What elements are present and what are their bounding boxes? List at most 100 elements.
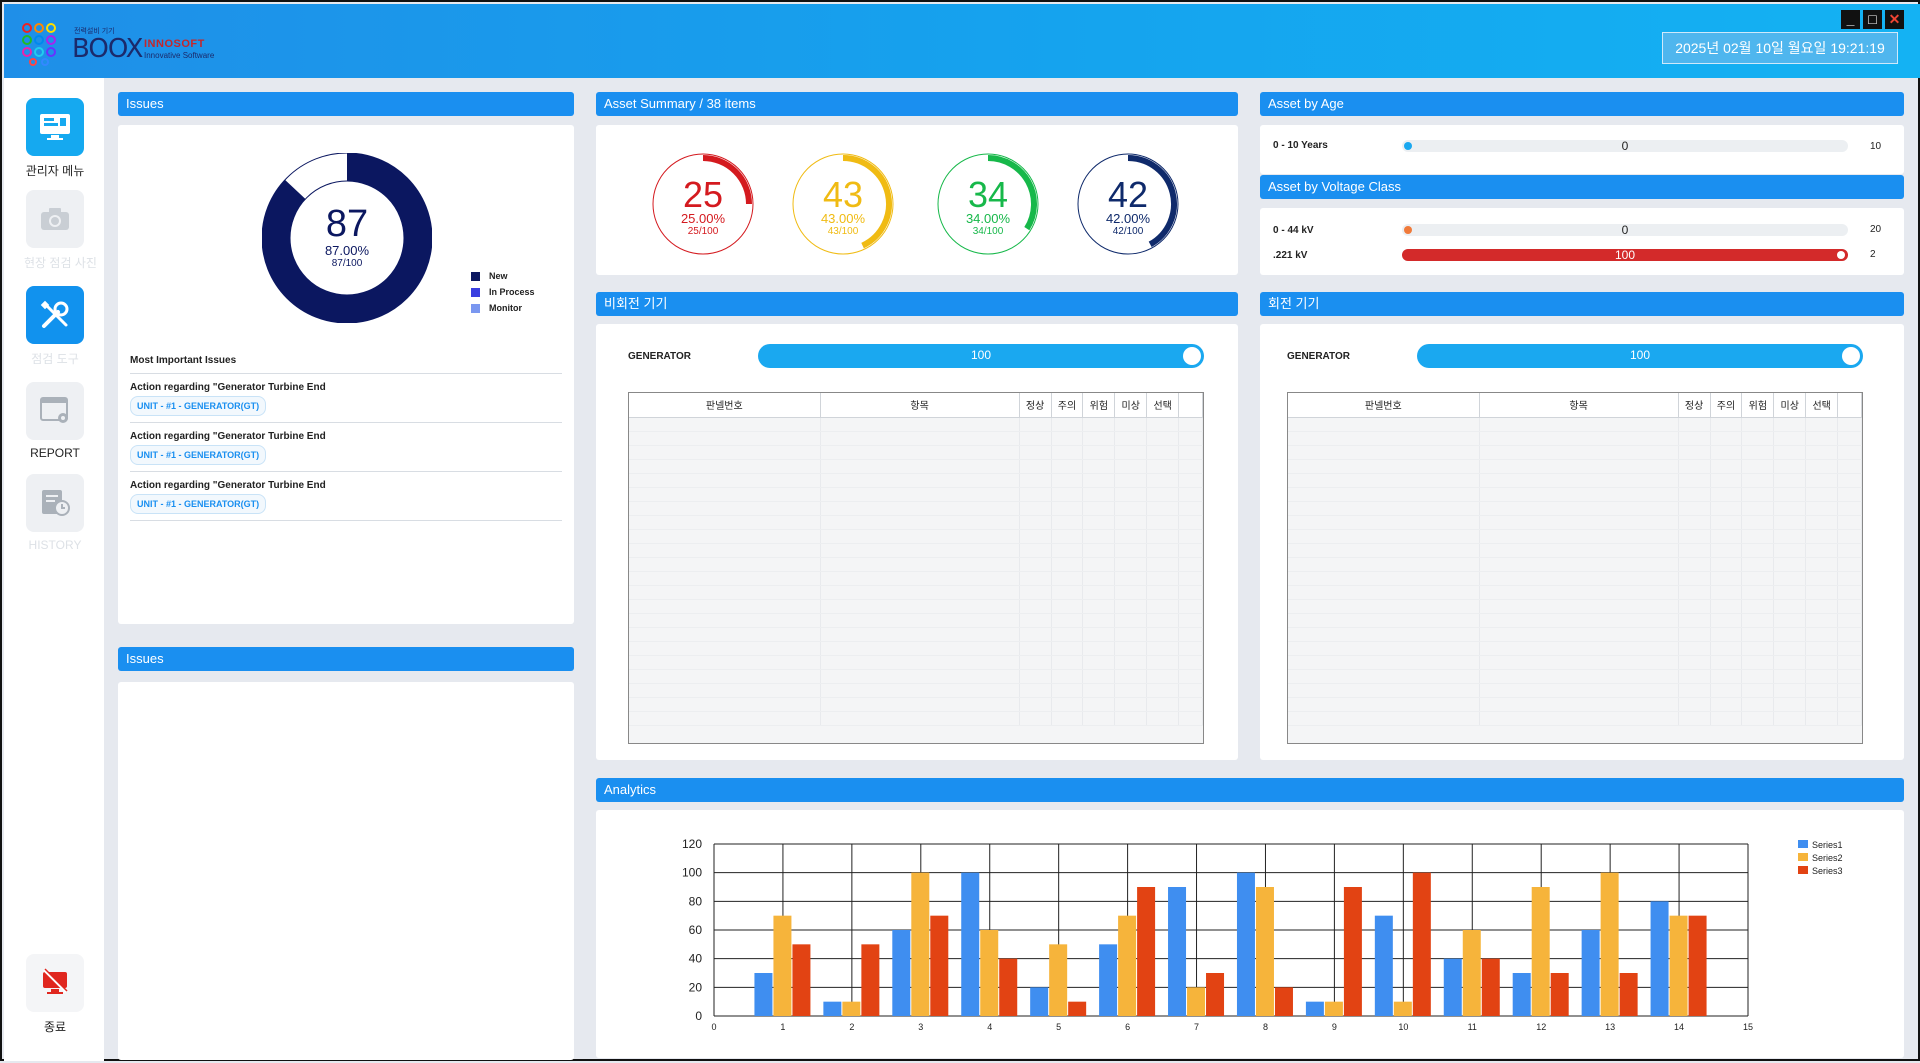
column-header[interactable]: 주의 <box>1051 393 1084 418</box>
issues-donut-label: 87 87.00% 87/100 <box>262 205 432 269</box>
asset-summary-header: Asset Summary / 38 items <box>596 92 1238 116</box>
bar <box>1688 915 1707 1016</box>
table-row <box>629 557 1203 572</box>
slider-handle[interactable] <box>1183 347 1201 365</box>
table-row <box>629 599 1203 614</box>
sidebar-item-photo[interactable]: 현장 점검 사진 <box>24 190 97 271</box>
voltage-bar: 100 <box>1402 248 1848 262</box>
bar <box>892 930 911 1016</box>
column-header[interactable]: 미상 <box>1114 393 1148 418</box>
y-tick-label: 120 <box>682 837 702 851</box>
column-header[interactable]: 미상 <box>1773 393 1807 418</box>
summary-ring: 34 34.00% 34/100 <box>936 152 1040 256</box>
voltage-row-label: 0 - 44 kV <box>1273 225 1314 236</box>
generator-slider-value: 100 <box>1629 348 1651 362</box>
sidebar-item-label: HISTORY <box>28 538 82 552</box>
minimize-button[interactable]: _ <box>1841 10 1860 29</box>
voltage-bar-value: 0 <box>1621 223 1629 237</box>
issue-tag[interactable]: UNIT - #1 - GENERATOR(GT) <box>130 445 267 465</box>
bar <box>1068 1001 1087 1016</box>
sidebar-item-tools[interactable]: 점검 도구 <box>24 286 86 367</box>
maximize-button[interactable]: □ <box>1863 10 1882 29</box>
x-tick-label: 10 <box>1398 1022 1408 1032</box>
bar <box>930 915 949 1016</box>
sidebar-item-label: 현장 점검 사진 <box>24 256 97 270</box>
generator-slider-value: 100 <box>970 348 992 362</box>
list-item[interactable]: Action regarding "Generator Turbine End … <box>130 431 562 472</box>
generator-slider[interactable]: 100 <box>1417 344 1863 368</box>
bar <box>1099 944 1118 1016</box>
y-tick-label: 80 <box>689 894 703 908</box>
column-header[interactable]: 판넬번호 <box>1288 393 1480 418</box>
summary-ring: 43 43.00% 43/100 <box>791 152 895 256</box>
column-header[interactable]: 항목 <box>1479 393 1679 418</box>
list-item[interactable]: Action regarding "Generator Turbine End … <box>130 480 562 521</box>
column-header[interactable]: 판넬번호 <box>629 393 821 418</box>
column-header[interactable]: 주의 <box>1710 393 1743 418</box>
bar <box>1531 887 1550 1016</box>
bar <box>1030 987 1049 1016</box>
column-header[interactable]: 항목 <box>820 393 1020 418</box>
bar <box>754 973 773 1016</box>
issues-donut-chart <box>262 153 432 323</box>
close-button[interactable]: ✕ <box>1885 10 1904 29</box>
issue-tag[interactable]: UNIT - #1 - GENERATOR(GT) <box>130 396 267 416</box>
generator-slider[interactable]: 100 <box>758 344 1204 368</box>
table-row <box>1288 571 1862 586</box>
x-tick-label: 1 <box>780 1022 785 1032</box>
table-row <box>629 417 1203 432</box>
legend-item: Monitor <box>471 303 535 313</box>
issue-tag[interactable]: UNIT - #1 - GENERATOR(GT) <box>130 494 267 514</box>
data-grid: 판넬번호 항목 정상 주의 위험 미상 선택 <box>1288 393 1862 726</box>
table-row <box>1288 711 1862 726</box>
ring-percent: 43.00% <box>820 211 866 226</box>
x-tick-label: 5 <box>1056 1022 1061 1032</box>
ring-arc <box>1127 155 1177 247</box>
issues-panel-2 <box>118 682 574 1060</box>
age-row-label: 0 - 10 Years <box>1273 140 1328 151</box>
sidebar-item-admin[interactable]: 관리자 메뉴 <box>24 98 86 179</box>
bar <box>1581 930 1600 1016</box>
table-row <box>629 613 1203 628</box>
bar <box>961 872 980 1016</box>
table-row <box>629 669 1203 684</box>
legend-swatch <box>1798 866 1808 874</box>
issue-title: Action regarding "Generator Turbine End <box>130 480 326 491</box>
non-rotating-table[interactable]: 판넬번호 항목 정상 주의 위험 미상 선택 <box>628 392 1204 744</box>
table-row <box>629 515 1203 530</box>
table-row <box>1288 459 1862 474</box>
rotating-table[interactable]: 판넬번호 항목 정상 주의 위험 미상 선택 <box>1287 392 1863 744</box>
legend-label: Series1 <box>1812 840 1843 850</box>
issues-panel: 87 87.00% 87/100 New In Process Monitor … <box>118 125 574 624</box>
table-row <box>1288 669 1862 684</box>
slider-handle[interactable] <box>1842 347 1860 365</box>
column-header[interactable]: 정상 <box>1678 393 1711 418</box>
bar <box>911 872 930 1016</box>
column-header[interactable]: 선택 <box>1146 393 1180 418</box>
exit-button[interactable]: 종료 <box>24 954 86 1035</box>
issues-donut-ratio: 87/100 <box>331 258 363 269</box>
column-header[interactable]: 위험 <box>1082 393 1116 418</box>
sidebar-item-report[interactable]: REPORT <box>24 382 86 460</box>
column-header[interactable]: 정상 <box>1019 393 1052 418</box>
company-name: INNOSOFT <box>144 38 205 50</box>
bar <box>1669 915 1688 1016</box>
ring-ratio: 34/100 <box>972 226 1004 237</box>
table-row <box>1288 529 1862 544</box>
voltage-bar-max: 2 <box>1870 249 1876 260</box>
table-row <box>629 431 1203 446</box>
table-row <box>629 459 1203 474</box>
y-tick-label: 20 <box>689 980 703 994</box>
sidebar-item-history[interactable]: HISTORY <box>24 474 86 552</box>
bar <box>1236 872 1255 1016</box>
camera-icon <box>26 190 84 248</box>
column-header[interactable]: 위험 <box>1741 393 1775 418</box>
x-tick-label: 4 <box>987 1022 992 1032</box>
table-row <box>1288 655 1862 670</box>
column-header[interactable]: 선택 <box>1805 393 1839 418</box>
table-row <box>629 543 1203 558</box>
voltage-bar-max: 20 <box>1870 224 1882 235</box>
list-item[interactable]: Action regarding "Generator Turbine End … <box>130 382 562 423</box>
table-row <box>1288 613 1862 628</box>
ring-arc <box>987 155 1037 231</box>
